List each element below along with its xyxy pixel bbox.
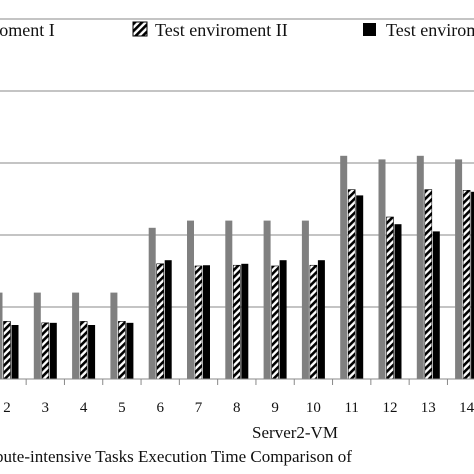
- bar-series-2-cat-2: [3, 321, 11, 380]
- bar-series-3-cat-9: [279, 260, 287, 379]
- bar-series-1-cat-7: [187, 220, 194, 379]
- bar-series-1-cat-3: [33, 292, 41, 379]
- legend-swatch-series-3: [363, 23, 376, 36]
- bar-series-3-cat-8: [241, 263, 249, 379]
- x-tick-label: 12: [383, 400, 398, 416]
- bar-series-3-cat-10: [317, 260, 325, 379]
- x-tick-label: 9: [271, 400, 279, 416]
- bar-series-1-cat-2: [0, 292, 3, 379]
- bar-series-1-cat-14: [455, 159, 463, 379]
- x-tick-label: 6: [156, 400, 164, 416]
- x-tick-labels: 1234567891011121314151617181920: [3, 400, 474, 416]
- bar-series-1-cat-8: [225, 220, 233, 379]
- bar-series-1-cat-9: [263, 220, 271, 379]
- bar-series-3-cat-7: [203, 265, 210, 379]
- bars: [0, 155, 474, 380]
- bar-series-3-cat-11: [356, 195, 364, 379]
- x-axis: [0, 378, 474, 385]
- bar-series-3-cat-14: [471, 191, 474, 379]
- bar-series-2-cat-12: [386, 216, 394, 380]
- x-tick-label: 11: [344, 400, 358, 416]
- bar-series-2-cat-3: [41, 322, 50, 380]
- bar-series-3-cat-6: [164, 260, 172, 379]
- x-tick-label: 7: [195, 400, 203, 416]
- bar-series-2-cat-6: [156, 263, 164, 380]
- bar-series-1-cat-13: [416, 155, 424, 379]
- legend-label-series-1: Test enviroment I: [0, 20, 55, 40]
- bar-series-2-cat-5: [118, 321, 126, 380]
- bar-series-3-cat-4: [88, 325, 96, 379]
- bar-series-1-cat-5: [110, 292, 118, 379]
- legend-swatch-series-2: [132, 21, 148, 37]
- bar-series-2-cat-4: [79, 321, 88, 380]
- bar-series-3-cat-5: [126, 322, 134, 379]
- bar-series-1-cat-10: [301, 220, 309, 379]
- bar-series-1-cat-12: [378, 159, 386, 379]
- gridlines: [0, 18, 474, 308]
- bar-series-2-cat-14: [462, 190, 471, 380]
- bar-series-3-cat-2: [11, 325, 19, 379]
- bar-series-2-cat-10: [309, 264, 318, 380]
- bar-series-1-cat-6: [148, 227, 156, 379]
- x-tick-label: 13: [421, 400, 436, 416]
- bar-series-2-cat-7: [194, 265, 203, 380]
- legend-label-series-3: Test enviroment III: [386, 20, 474, 40]
- legend: Test enviroment I Test enviroment II Tes…: [0, 20, 474, 40]
- x-tick-label: 3: [42, 400, 50, 416]
- bar-series-2-cat-13: [424, 189, 433, 380]
- chart-caption: Compute-intensive Tasks Execution Time C…: [0, 447, 352, 466]
- bar-series-3-cat-3: [49, 322, 57, 379]
- x-tick-label: 5: [118, 400, 126, 416]
- x-tick-label: 8: [233, 400, 241, 416]
- legend-label-series-2: Test enviroment II: [155, 20, 288, 40]
- bar-series-3-cat-13: [432, 231, 440, 379]
- bar-series-2-cat-9: [271, 265, 279, 380]
- x-tick-label: 14: [459, 400, 474, 416]
- x-tick-label: 4: [80, 400, 88, 416]
- x-tick-label: 2: [3, 400, 11, 416]
- bar-series-1-cat-11: [340, 155, 348, 379]
- bar-series-2-cat-8: [233, 264, 241, 380]
- x-axis-title: Server2-VM: [252, 423, 338, 442]
- bar-series-2-cat-11: [347, 189, 356, 380]
- bar-series-3-cat-12: [394, 224, 402, 379]
- x-tick-label: 10: [306, 400, 321, 416]
- bar-series-1-cat-4: [72, 292, 80, 379]
